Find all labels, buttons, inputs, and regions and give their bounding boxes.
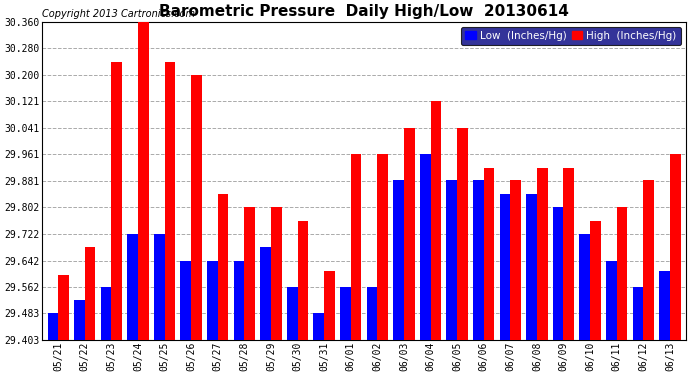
Bar: [580, 234, 590, 340]
Bar: [111, 62, 122, 340]
Bar: [404, 128, 415, 340]
Bar: [58, 274, 69, 340]
Bar: [377, 154, 388, 340]
Bar: [191, 75, 201, 340]
Bar: [313, 314, 324, 340]
Bar: [431, 101, 441, 340]
Bar: [617, 207, 627, 340]
Bar: [287, 287, 297, 340]
Bar: [670, 154, 680, 340]
Bar: [590, 220, 601, 340]
Bar: [234, 261, 244, 340]
Bar: [500, 194, 511, 340]
Bar: [526, 194, 537, 340]
Bar: [48, 314, 58, 340]
Bar: [473, 180, 484, 340]
Bar: [643, 180, 654, 340]
Bar: [420, 154, 431, 340]
Bar: [553, 207, 564, 340]
Bar: [633, 287, 643, 340]
Bar: [564, 168, 574, 340]
Bar: [85, 247, 95, 340]
Bar: [218, 194, 228, 340]
Bar: [244, 207, 255, 340]
Bar: [511, 180, 521, 340]
Bar: [101, 287, 111, 340]
Legend: Low  (Inches/Hg), High  (Inches/Hg): Low (Inches/Hg), High (Inches/Hg): [461, 27, 680, 45]
Bar: [207, 261, 218, 340]
Text: Copyright 2013 Cartronics.com: Copyright 2013 Cartronics.com: [42, 9, 195, 18]
Bar: [260, 247, 271, 340]
Bar: [366, 287, 377, 340]
Bar: [393, 180, 404, 340]
Bar: [138, 22, 148, 340]
Bar: [659, 271, 670, 340]
Bar: [484, 168, 494, 340]
Bar: [324, 271, 335, 340]
Bar: [154, 234, 164, 340]
Bar: [446, 180, 457, 340]
Bar: [297, 220, 308, 340]
Title: Barometric Pressure  Daily High/Low  20130614: Barometric Pressure Daily High/Low 20130…: [159, 4, 569, 19]
Bar: [271, 207, 282, 340]
Bar: [606, 261, 617, 340]
Bar: [74, 300, 85, 340]
Bar: [457, 128, 468, 340]
Bar: [164, 62, 175, 340]
Bar: [537, 168, 548, 340]
Bar: [181, 261, 191, 340]
Bar: [351, 154, 362, 340]
Bar: [127, 234, 138, 340]
Bar: [340, 287, 351, 340]
